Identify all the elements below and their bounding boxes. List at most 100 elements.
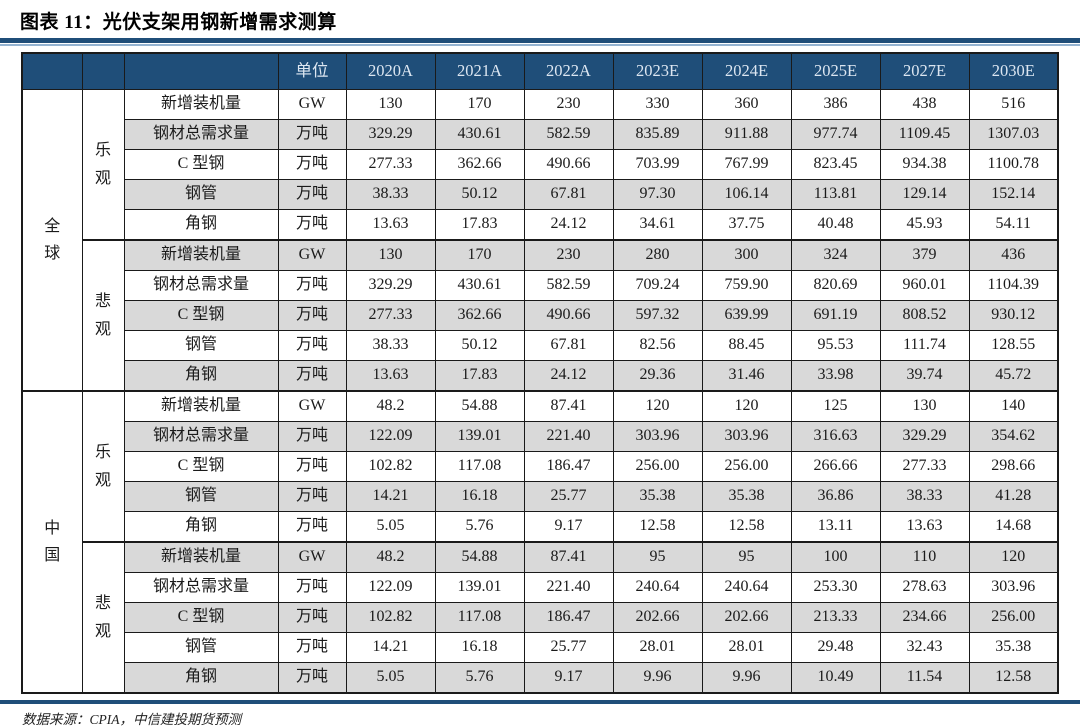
value-cell: 130 [879, 390, 970, 422]
value-cell: 911.88 [701, 119, 792, 150]
value-cell: 129.14 [879, 179, 970, 210]
table-row: 悲观 新增装机量 GW 48.2 54.88 87.41 95 95 100 110 120 [22, 541, 1059, 694]
header-year: 2025E [790, 52, 881, 90]
value-cell: 703.99 [612, 149, 703, 180]
value-cell: 303.96 [968, 572, 1059, 603]
title-divider-light [0, 44, 1080, 46]
value-cell: 436 [968, 239, 1059, 271]
value-cell: 111.74 [879, 330, 970, 361]
value-cell: 278.63 [879, 572, 970, 603]
scenario-label: 乐观 [81, 89, 125, 241]
value-cell: 280 [612, 239, 703, 271]
value-cell: 12.58 [968, 662, 1059, 694]
value-cell: 820.69 [790, 270, 881, 301]
value-cell: 13.11 [790, 511, 881, 543]
value-cell: 639.99 [701, 300, 792, 331]
value-cell: 29.48 [790, 632, 881, 663]
value-cell: 808.52 [879, 300, 970, 331]
header-corner-metric [123, 52, 279, 90]
header-year: 2030E [968, 52, 1059, 90]
unit-cell: 万吨 [277, 330, 347, 361]
value-cell: 35.38 [612, 481, 703, 512]
table-row: 悲观 新增装机量 GW 130 170 230 280 300 324 379 436 [22, 239, 1059, 392]
value-cell: 597.32 [612, 300, 703, 331]
unit-cell: 万吨 [277, 632, 347, 663]
unit-cell: 万吨 [277, 662, 347, 694]
value-cell: 362.66 [434, 149, 525, 180]
unit-cell: GW [277, 89, 347, 120]
metric-label: 角钢 [123, 209, 279, 241]
value-cell: 240.64 [612, 572, 703, 603]
value-cell: 300 [701, 239, 792, 271]
value-cell: 298.66 [968, 451, 1059, 482]
value-cell: 24.12 [523, 360, 614, 392]
metric-label: 钢管 [123, 179, 279, 210]
value-cell: 102.82 [345, 602, 436, 633]
value-cell: 14.21 [345, 481, 436, 512]
footer-divider [0, 700, 1080, 704]
value-cell: 39.74 [879, 360, 970, 392]
value-cell: 1100.78 [968, 149, 1059, 180]
value-cell: 102.82 [345, 451, 436, 482]
scenario-label: 悲观 [81, 239, 125, 392]
figure-title-bar: 图表 11：光伏支架用钢新增需求测算 [0, 0, 1080, 38]
header-year: 2024E [701, 52, 792, 90]
unit-cell: 万吨 [277, 270, 347, 301]
value-cell: 17.83 [434, 360, 525, 392]
value-cell: 120 [968, 541, 1059, 573]
unit-cell: 万吨 [277, 119, 347, 150]
value-cell: 709.24 [612, 270, 703, 301]
value-cell: 960.01 [879, 270, 970, 301]
value-cell: 95 [612, 541, 703, 573]
unit-cell: GW [277, 239, 347, 271]
value-cell: 234.66 [879, 602, 970, 633]
value-cell: 34.61 [612, 209, 703, 241]
table-row: C 型钢 万吨 102.82 117.08 186.47 202.66 202.66 213.… [22, 602, 1059, 633]
value-cell: 582.59 [523, 270, 614, 301]
value-cell: 362.66 [434, 300, 525, 331]
value-cell: 202.66 [701, 602, 792, 633]
demand-table-body: 全球 乐观 新增装机量 GW 130 170 230 330 360 386 438 516 钢材总需求… [21, 89, 1059, 694]
header-year: 2027E [879, 52, 970, 90]
value-cell: 691.19 [790, 300, 881, 331]
value-cell: 256.00 [612, 451, 703, 482]
unit-cell: 万吨 [277, 179, 347, 210]
table-row: 钢材总需求量 万吨 329.29 430.61 582.59 835.89 911.88 97… [22, 119, 1059, 150]
value-cell: 316.63 [790, 421, 881, 452]
title-divider-dark [0, 38, 1080, 43]
table-row: 角钢 万吨 5.05 5.76 9.17 12.58 12.58 13.11 13.63 14.6… [22, 511, 1059, 543]
header-year: 2021A [434, 52, 525, 90]
value-cell: 934.38 [879, 149, 970, 180]
value-cell: 128.55 [968, 330, 1059, 361]
header-unit: 单位 [277, 52, 347, 90]
value-cell: 490.66 [523, 300, 614, 331]
value-cell: 823.45 [790, 149, 881, 180]
value-cell: 117.08 [434, 451, 525, 482]
unit-cell: GW [277, 390, 347, 422]
value-cell: 11.54 [879, 662, 970, 694]
value-cell: 45.72 [968, 360, 1059, 392]
value-cell: 28.01 [612, 632, 703, 663]
scenario-label: 乐观 [81, 390, 125, 543]
value-cell: 186.47 [523, 451, 614, 482]
metric-label: 钢材总需求量 [123, 270, 279, 301]
value-cell: 50.12 [434, 330, 525, 361]
metric-label: 新增装机量 [123, 239, 279, 271]
metric-label: 钢材总需求量 [123, 421, 279, 452]
value-cell: 36.86 [790, 481, 881, 512]
value-cell: 5.76 [434, 511, 525, 543]
value-cell: 50.12 [434, 179, 525, 210]
value-cell: 221.40 [523, 572, 614, 603]
table-row: C 型钢 万吨 277.33 362.66 490.66 597.32 639.99 691.… [22, 300, 1059, 331]
value-cell: 303.96 [612, 421, 703, 452]
value-cell: 14.68 [968, 511, 1059, 543]
value-cell: 1109.45 [879, 119, 970, 150]
value-cell: 48.2 [345, 541, 436, 573]
value-cell: 490.66 [523, 149, 614, 180]
value-cell: 120 [612, 390, 703, 422]
table-row: 钢管 万吨 14.21 16.18 25.77 28.01 28.01 29.48 32.43 3… [22, 632, 1059, 663]
table-row: 钢管 万吨 38.33 50.12 67.81 97.30 106.14 113.81 129.… [22, 179, 1059, 210]
table-row: C 型钢 万吨 277.33 362.66 490.66 703.99 767.99 823.… [22, 149, 1059, 180]
metric-label: 钢管 [123, 632, 279, 663]
value-cell: 5.05 [345, 511, 436, 543]
